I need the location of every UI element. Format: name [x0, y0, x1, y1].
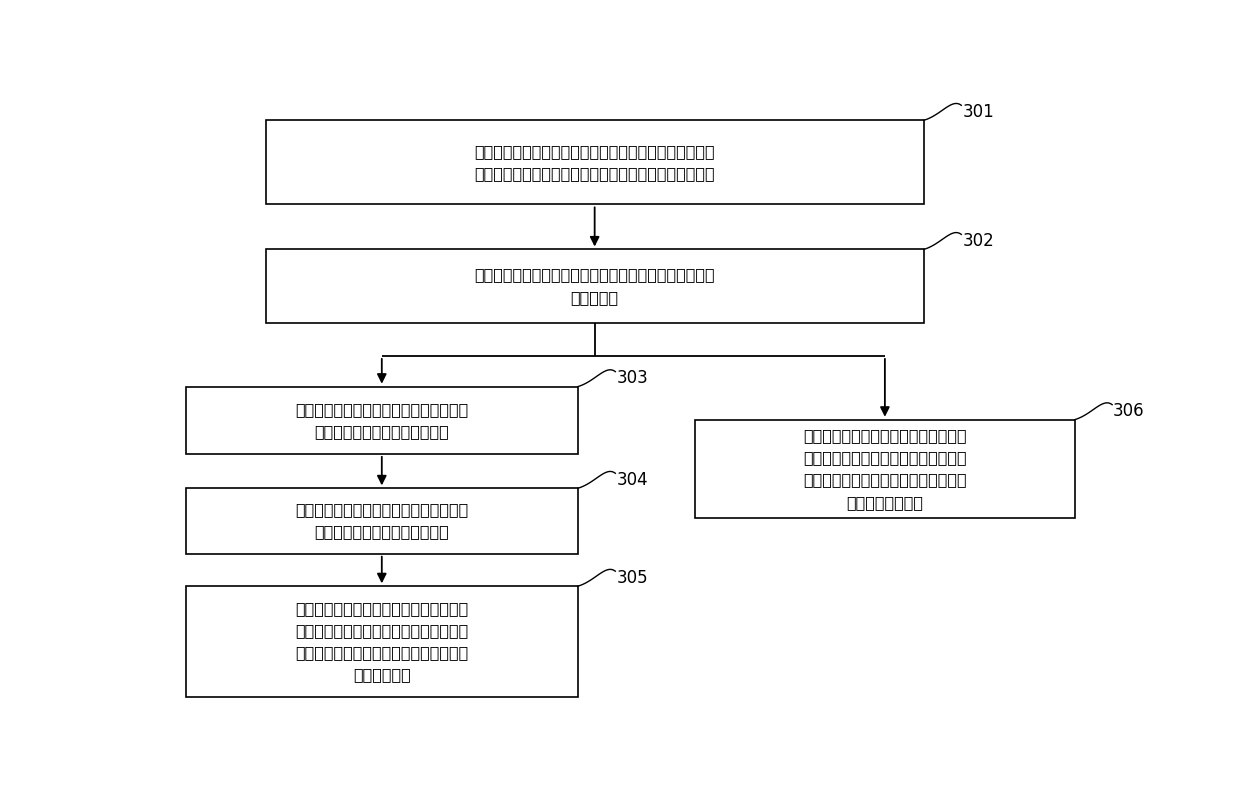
Text: 当所述目标磁盘的类型为静态磁盘时，获
取所述目标磁盘的位置属性参数: 当所述目标磁盘的类型为静态磁盘时，获 取所述目标磁盘的位置属性参数 — [295, 402, 469, 439]
Text: 301: 301 — [962, 103, 994, 121]
Text: 306: 306 — [1114, 403, 1145, 420]
FancyBboxPatch shape — [186, 586, 578, 697]
FancyBboxPatch shape — [696, 420, 1075, 518]
Text: 当对目标磁盘进行编号时，判断所述目标磁盘的类型是否
为静态磁盘: 当对目标磁盘进行编号时，判断所述目标磁盘的类型是否 为静态磁盘 — [475, 267, 715, 305]
FancyBboxPatch shape — [265, 120, 924, 204]
Text: 303: 303 — [616, 369, 649, 387]
Text: 305: 305 — [616, 569, 649, 586]
Text: 304: 304 — [616, 471, 649, 488]
Text: 当所述目标磁盘的类型为动态磁盘时，
从所述配置信息中查找出目标动态编号
域，并从所述目标动态编号域中为所述
目标磁盘选择编号: 当所述目标磁盘的类型为动态磁盘时， 从所述配置信息中查找出目标动态编号 域，并从… — [804, 428, 967, 509]
Text: 获取逻辑编号域的配置信息，所述配置信息包括所述逻辑
编号域中动态编号域的配置信息和静态编号域的配置信息: 获取逻辑编号域的配置信息，所述配置信息包括所述逻辑 编号域中动态编号域的配置信息… — [475, 144, 715, 181]
FancyBboxPatch shape — [265, 249, 924, 323]
FancyBboxPatch shape — [186, 386, 578, 454]
Text: 302: 302 — [962, 232, 994, 250]
Text: 依据所述静态编号域的位置属性参数从所
述配置信息中查找对应的目标静态编号域
，并从所述目标静态编号域中为所述目标
磁盘选择编号: 依据所述静态编号域的位置属性参数从所 述配置信息中查找对应的目标静态编号域 ，并… — [295, 601, 469, 683]
Text: 将所述目标磁盘的位置属性参数转换为对
应的静态编号域的位置属性参数: 将所述目标磁盘的位置属性参数转换为对 应的静态编号域的位置属性参数 — [295, 502, 469, 539]
FancyBboxPatch shape — [186, 488, 578, 554]
